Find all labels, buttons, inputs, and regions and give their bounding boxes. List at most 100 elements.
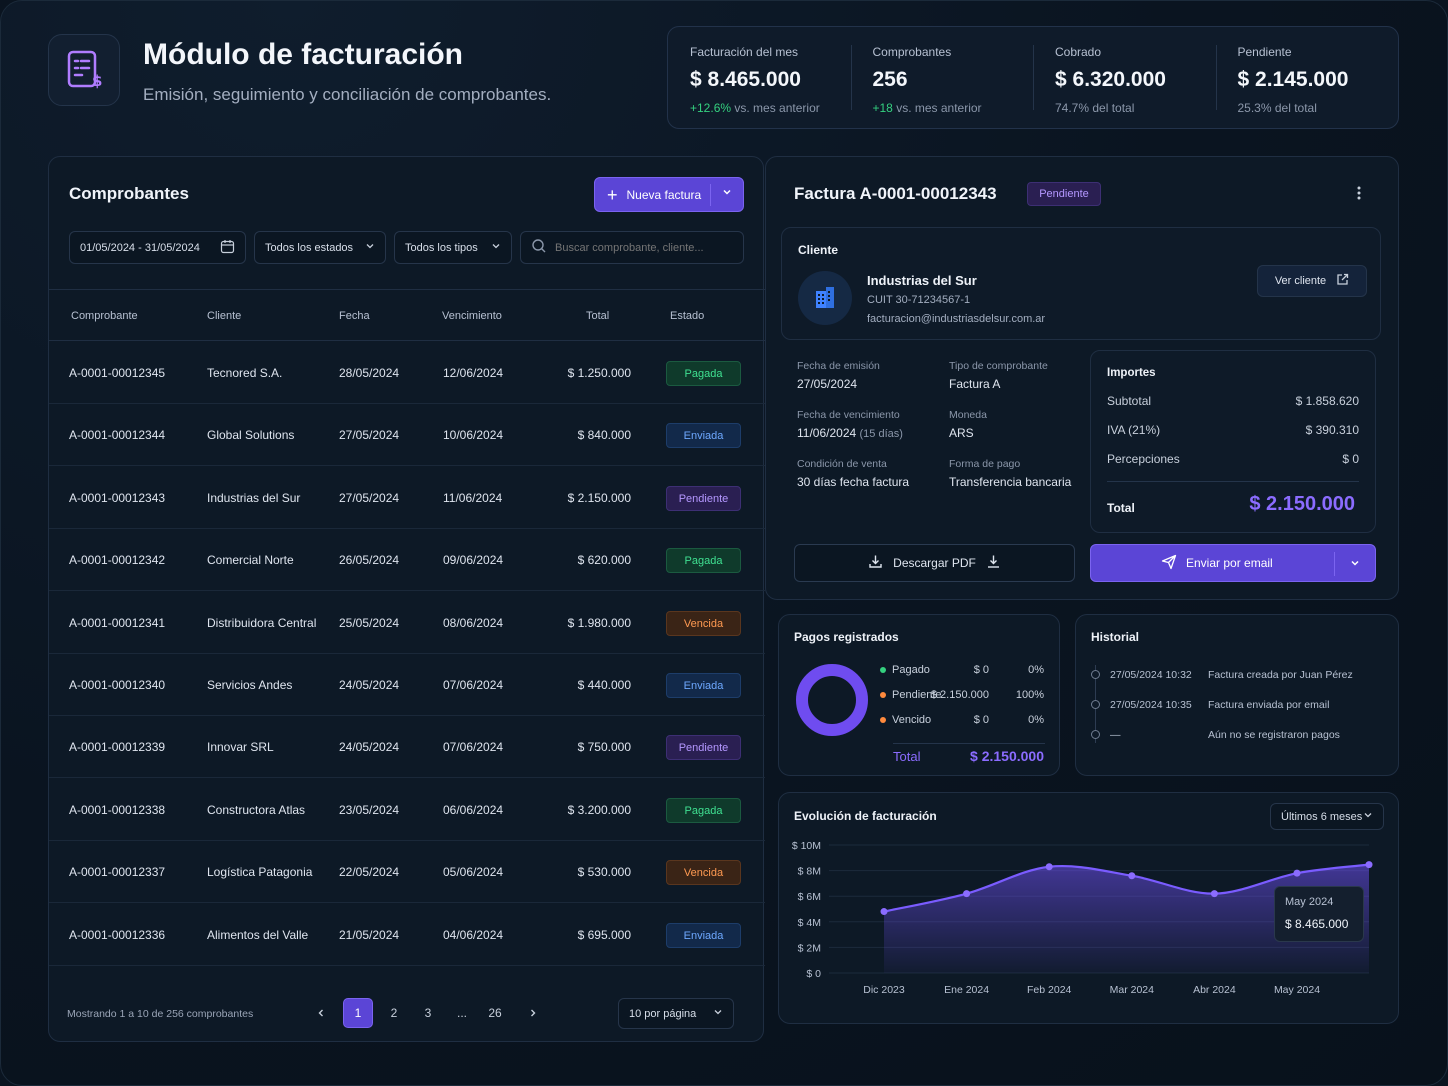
data-point bbox=[1045, 863, 1053, 871]
history-card: Historial 27/05/2024 10:32 Factura creada… bbox=[1075, 614, 1399, 776]
table-row[interactable]: A-0001-00012344 Global Solutions 27/05/202… bbox=[49, 404, 765, 466]
table-row[interactable]: A-0001-00012338 Constructora Atlas 23/05/2… bbox=[49, 779, 765, 841]
due-date: 11/06/2024 bbox=[443, 491, 503, 505]
status-badge: Pagada bbox=[666, 798, 741, 823]
page-ellipsis: ... bbox=[456, 1006, 467, 1020]
prev-page-button[interactable] bbox=[306, 998, 336, 1028]
page-button[interactable]: 3 bbox=[424, 1006, 432, 1020]
stat-note: 25.3% del total bbox=[1237, 101, 1317, 115]
table-row[interactable]: A-0001-00012336 Alimentos del Valle 21/05/… bbox=[49, 904, 765, 966]
history-text: Factura enviada por email bbox=[1208, 699, 1330, 711]
send-email-button[interactable]: Enviar por email bbox=[1090, 544, 1376, 582]
issue-date: 28/05/2024 bbox=[339, 366, 400, 380]
data-point bbox=[1293, 869, 1301, 877]
plus-icon: + bbox=[607, 184, 618, 205]
invoice-id[interactable]: A-0001-00012338 bbox=[69, 803, 166, 817]
invoice-id[interactable]: A-0001-00012336 bbox=[69, 928, 166, 942]
table-row[interactable]: A-0001-00012345 Tecnored S.A. 28/05/2024 12… bbox=[49, 342, 765, 404]
currency-field: Moneda ARS bbox=[949, 409, 987, 440]
download-pdf-button[interactable]: Descargar PDF bbox=[794, 544, 1075, 582]
invoice-id[interactable]: A-0001-00012343 bbox=[69, 491, 166, 505]
history-text: Aún no se registraron pagos bbox=[1208, 729, 1340, 741]
payment-method-field: Forma de pago Transferencia bancaria bbox=[949, 458, 1072, 489]
column-header[interactable]: Fecha bbox=[339, 310, 370, 322]
table-row[interactable]: A-0001-00012340 Servicios Andes 24/05/2024… bbox=[49, 654, 765, 716]
page-subtitle: Emisión, seguimiento y conciliación de c… bbox=[143, 85, 552, 104]
page-button[interactable]: 26 bbox=[488, 1006, 502, 1020]
column-header[interactable]: Total bbox=[586, 310, 610, 322]
date-range-picker[interactable]: 01/05/2024 - 31/05/2024 bbox=[69, 231, 246, 264]
divider bbox=[893, 743, 1045, 744]
table-row[interactable]: A-0001-00012337 Logística Patagonia 22/05/… bbox=[49, 841, 765, 903]
search-box[interactable] bbox=[520, 231, 744, 264]
legend-dot bbox=[880, 692, 886, 699]
type-filter-select[interactable]: Todos los tipos bbox=[394, 231, 512, 264]
table-row[interactable]: A-0001-00012343 Industrias del Sur 27/05/2… bbox=[49, 467, 765, 529]
table-row[interactable]: A-0001-00012339 Innovar SRL 24/05/2024 07/0… bbox=[49, 716, 765, 778]
payments-card: Pagos registrados Pagado $ 0 0% Pendiente $ … bbox=[778, 614, 1060, 776]
invoice-id[interactable]: A-0001-00012341 bbox=[69, 616, 166, 630]
page-button[interactable]: 2 bbox=[390, 1006, 398, 1020]
client-name: Industrias del Sur bbox=[207, 491, 301, 505]
data-point bbox=[963, 890, 971, 898]
chevron-down-icon[interactable] bbox=[721, 186, 733, 201]
divider bbox=[1107, 481, 1359, 482]
invoices-list-panel: Comprobantes + Nueva factura 01/05/2024 … bbox=[48, 156, 765, 1042]
data-point bbox=[1210, 890, 1218, 898]
table-row[interactable]: A-0001-00012342 Comercial Norte 26/05/2024… bbox=[49, 529, 765, 591]
due-date: 04/06/2024 bbox=[443, 928, 504, 942]
next-page-button[interactable] bbox=[518, 998, 548, 1028]
column-header[interactable]: Comprobante bbox=[71, 310, 138, 322]
client-name: Alimentos del Valle bbox=[207, 928, 309, 942]
status-filter-select[interactable]: Todos los estados bbox=[254, 231, 386, 264]
y-tick-label: $ 6M bbox=[798, 891, 821, 903]
client-email[interactable]: facturacion@industriasdelsur.com.ar bbox=[867, 313, 1046, 325]
y-tick-label: $ 10M bbox=[792, 840, 821, 852]
stat-label: Cobrado bbox=[1055, 45, 1102, 59]
client-card: Cliente Industrias del Sur CUIT 30-71234… bbox=[781, 227, 1381, 340]
invoice-id[interactable]: A-0001-00012342 bbox=[69, 553, 166, 567]
per-page-select[interactable]: 10 por página bbox=[618, 998, 734, 1029]
history-text: Factura creada por Juan Pérez bbox=[1208, 669, 1353, 681]
x-tick-label: Abr 2024 bbox=[1193, 984, 1236, 996]
y-tick-label: $ 4M bbox=[798, 917, 821, 929]
view-client-button[interactable]: Ver cliente bbox=[1257, 265, 1367, 297]
invoice-id[interactable]: A-0001-00012340 bbox=[69, 678, 166, 692]
button-divider bbox=[1334, 552, 1335, 576]
column-header[interactable]: Cliente bbox=[207, 310, 242, 322]
invoice-id[interactable]: A-0001-00012344 bbox=[69, 428, 166, 442]
range-select[interactable]: Últimos 6 meses bbox=[1270, 803, 1384, 830]
page-button[interactable]: 1 bbox=[343, 998, 373, 1028]
search-icon bbox=[531, 238, 547, 257]
chevron-down-icon[interactable] bbox=[1349, 557, 1361, 572]
stats-bar: Facturación del mes $ 8.465.000 +12.6% vs.… bbox=[667, 26, 1399, 129]
due-date: 10/06/2024 bbox=[443, 428, 504, 442]
legend-dot bbox=[880, 717, 886, 724]
donut-pending-slice bbox=[796, 664, 868, 736]
column-header[interactable]: Estado bbox=[670, 310, 705, 322]
status-badge: Pendiente bbox=[1027, 182, 1101, 206]
search-input[interactable] bbox=[555, 241, 733, 254]
area-fill bbox=[884, 864, 1369, 973]
invoice-id[interactable]: A-0001-00012345 bbox=[69, 366, 166, 380]
chevron-down-icon bbox=[1363, 810, 1373, 823]
due-date-field: Fecha de vencimiento 11/06/2024 (15 días… bbox=[797, 409, 903, 440]
history-time: 27/05/2024 10:35 bbox=[1110, 699, 1192, 711]
data-point bbox=[1365, 861, 1373, 869]
table-row[interactable]: A-0001-00012341 Distribuidora Central 25/0… bbox=[49, 592, 765, 654]
issue-date: 25/05/2024 bbox=[339, 616, 400, 630]
status-badge: Pagada bbox=[666, 361, 741, 386]
stat-card: Cobrado $ 6.320.000 74.7% del total bbox=[1033, 27, 1216, 128]
column-header[interactable]: Vencimiento bbox=[442, 310, 502, 322]
stat-label: Pendiente bbox=[1237, 45, 1292, 59]
invoice-id[interactable]: A-0001-00012337 bbox=[69, 865, 166, 879]
client-name: Distribuidora Central bbox=[207, 616, 317, 630]
more-options-icon[interactable] bbox=[1356, 185, 1362, 206]
chevron-down-icon bbox=[491, 241, 501, 254]
new-invoice-button[interactable]: + Nueva factura bbox=[594, 177, 744, 212]
stat-note: +12.6% vs. mes anterior bbox=[690, 101, 820, 115]
stat-card: Pendiente $ 2.145.000 25.3% del total bbox=[1215, 27, 1399, 128]
issue-date: 24/05/2024 bbox=[339, 678, 400, 692]
stat-value: $ 6.320.000 bbox=[1055, 68, 1166, 91]
invoice-id[interactable]: A-0001-00012339 bbox=[69, 740, 166, 754]
